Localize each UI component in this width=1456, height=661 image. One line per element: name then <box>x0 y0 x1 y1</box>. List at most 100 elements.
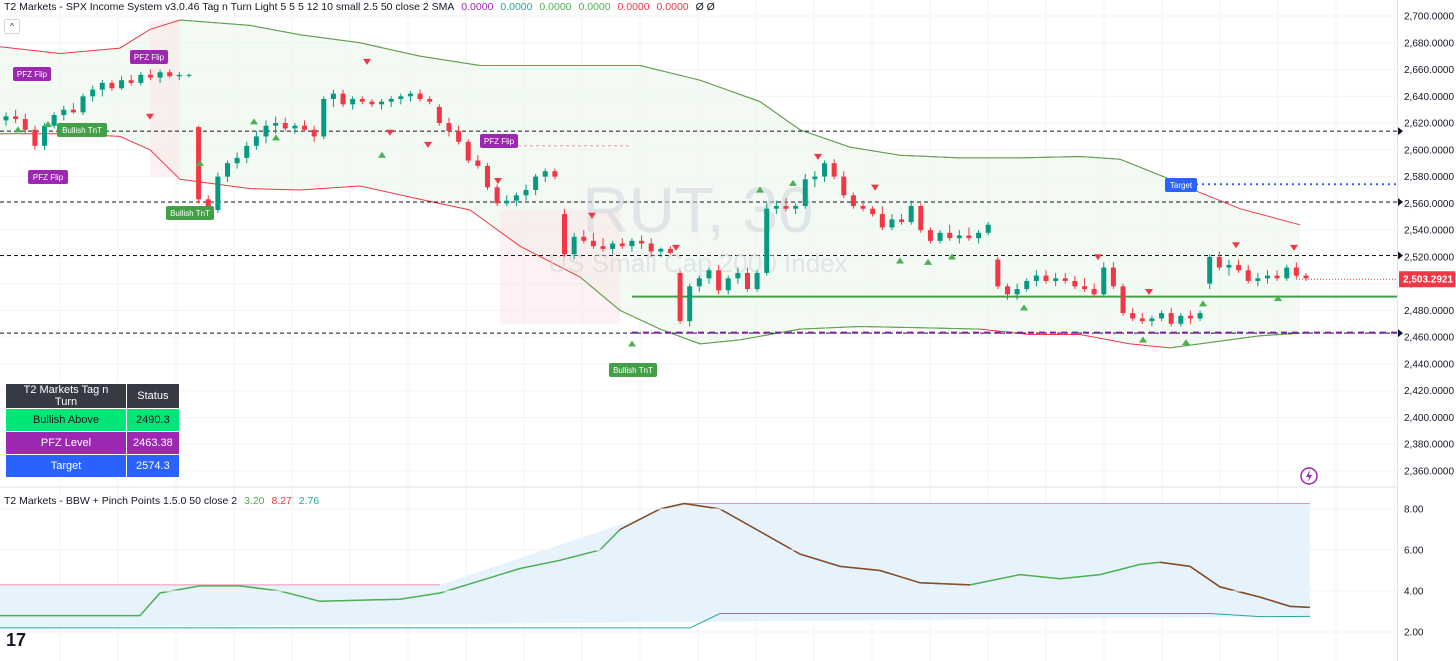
buy-signal-arrow <box>1199 300 1207 307</box>
status-table: T2 Markets Tag n Turn Status Bullish Abo… <box>5 383 180 478</box>
signals <box>14 58 1298 347</box>
target-tag-bg <box>1165 178 1197 192</box>
candle-body <box>1216 256 1222 268</box>
candle-body <box>590 240 596 247</box>
bbw-line-falling <box>619 502 971 586</box>
candle-body <box>1159 313 1165 319</box>
candle-body <box>302 125 308 130</box>
buy-signal-arrow <box>1020 304 1028 311</box>
candle-body <box>484 165 490 188</box>
tradingview-logo[interactable]: 17 <box>6 630 27 650</box>
candle-body <box>927 230 933 241</box>
candle-body <box>311 129 317 137</box>
pfz-flip-tag-bg <box>13 67 51 81</box>
candle-body <box>51 115 57 126</box>
buy-signal-arrow <box>628 340 636 347</box>
price-axis[interactable]: 2,700.0000 2,680.0000 2,660.0000 2,640.0000… <box>1296 12 1455 478</box>
bbw-low-line <box>0 613 1311 629</box>
candle-body <box>388 98 394 102</box>
candle-body <box>224 163 230 177</box>
indicator-value-5: 0.0000 <box>617 1 650 13</box>
candle-body <box>417 93 423 99</box>
price-tick-label: 2,360.0000 <box>1404 467 1454 478</box>
candle-body <box>812 176 818 180</box>
buy-signal-arrow <box>756 186 764 193</box>
candle-body <box>205 199 211 211</box>
price-tick-label: 2,480.0000 <box>1404 306 1454 317</box>
candle-body <box>1187 315 1193 319</box>
candle-body <box>436 107 442 124</box>
bbw-pane: 8.00 6.00 4.00 2.00 <box>0 502 1424 639</box>
row-target-value: 2574.3 <box>126 454 180 478</box>
bullish-tnt-tag-bg <box>609 363 657 377</box>
indicator-title[interactable]: T2 Markets - SPX Income System v3.0.46 T… <box>4 1 455 13</box>
pfz-flip-tag-text: PFZ Flip <box>134 53 165 62</box>
price-tick-label: 2,600.0000 <box>1404 145 1454 156</box>
buy-signal-arrow <box>250 118 258 125</box>
candle-body <box>1120 286 1126 314</box>
indicator-legend[interactable]: T2 Markets - SPX Income System v3.0.46 T… <box>4 0 719 14</box>
sell-signal-arrow <box>672 244 680 251</box>
candle-body <box>600 246 606 249</box>
sub-indicator-legend[interactable]: T2 Markets - BBW + Pinch Points 1.5.0 50… <box>4 494 323 508</box>
candle-body <box>696 278 702 287</box>
table-row: PFZ Level 2463.38 <box>5 431 180 455</box>
buy-signal-arrow <box>1274 295 1282 301</box>
buy-signal-arrow <box>948 253 956 260</box>
candle-body <box>494 187 500 204</box>
bullish-tnt-tag: Bullish TnT <box>166 206 214 220</box>
bbw-tick-label: 4.00 <box>1404 587 1424 598</box>
candle-body <box>61 109 67 116</box>
indicator-value-3: 0.0000 <box>539 1 572 13</box>
price-tick-label: 2,380.0000 <box>1404 440 1454 451</box>
pfz-flip-tag: PFZ Flip <box>13 67 51 81</box>
table-row: Target 2574.3 <box>5 454 180 478</box>
row-target-name: Target <box>5 454 127 478</box>
price-tick-label: 2,560.0000 <box>1404 199 1454 210</box>
candle-body <box>42 125 48 146</box>
candle-body <box>1303 275 1309 279</box>
candle-body <box>13 116 19 120</box>
price-tick-label: 2,680.0000 <box>1404 38 1454 49</box>
table-header-name: T2 Markets Tag n Turn <box>5 383 127 409</box>
lightning-icon[interactable] <box>1300 467 1318 485</box>
candle-body <box>687 286 693 322</box>
candle-body <box>369 101 375 105</box>
buy-signal-arrow <box>14 126 22 133</box>
sub-indicator-title[interactable]: T2 Markets - BBW + Pinch Points 1.5.0 50… <box>4 495 238 507</box>
candle-body <box>1149 318 1155 322</box>
candle-body <box>1091 289 1097 295</box>
candle-body <box>1274 275 1280 279</box>
sell-signal-arrow <box>146 113 154 120</box>
candle-body <box>147 74 153 78</box>
indicator-trailing: Ø Ø <box>695 1 715 13</box>
candle-body <box>446 123 452 132</box>
candle-body <box>340 93 346 105</box>
bbw-fill <box>0 503 1310 616</box>
candle-body <box>1130 313 1136 319</box>
bbw-tick-label: 8.00 <box>1404 505 1424 516</box>
candle-body <box>1284 267 1290 279</box>
candle-body <box>725 278 731 291</box>
buy-signal-arrow <box>196 159 204 166</box>
pfz-flip-tag-bg <box>130 50 168 64</box>
watermark: RUT, 30 US Small Cap 2000 Index <box>548 174 847 278</box>
price-tick-label: 2,540.0000 <box>1404 226 1454 237</box>
candle-body <box>32 129 38 146</box>
candle-body <box>379 101 385 105</box>
indicator-value-1: 0.0000 <box>461 1 494 13</box>
collapse-legend-button[interactable]: ^ <box>4 19 20 34</box>
candle-body <box>552 171 558 177</box>
price-tick-label: 2,580.0000 <box>1404 172 1454 183</box>
price-tick-label: 2,400.0000 <box>1404 413 1454 424</box>
candle-body <box>966 235 972 239</box>
row-bullish-name: Bullish Above <box>5 408 127 432</box>
sub-indicator-value-2: 8.27 <box>271 495 292 507</box>
candle-body <box>985 224 991 233</box>
candle-body <box>956 235 962 239</box>
row-bullish-value: 2490.3 <box>126 408 180 432</box>
candle-body <box>735 272 741 279</box>
candle-body <box>273 123 279 126</box>
lower-band-green <box>1169 332 1301 349</box>
